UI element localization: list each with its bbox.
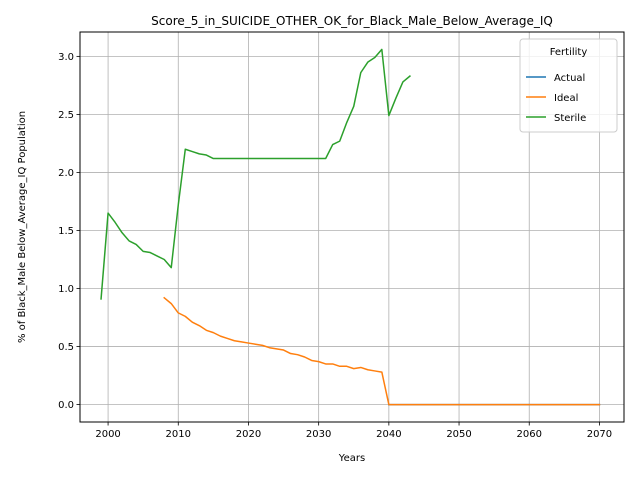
x-axis-label: Years xyxy=(338,453,365,464)
y-tick-label: 1.0 xyxy=(58,284,74,295)
y-tick-label: 1.5 xyxy=(58,226,74,237)
legend-box xyxy=(519,38,618,133)
legend-label-sterile: Sterile xyxy=(554,113,586,124)
y-tick-label: 0.0 xyxy=(58,400,74,411)
legend-items: Actual Ideal Sterile xyxy=(526,73,586,124)
chart-title: Score_5_in_SUICIDE_OTHER_OK_for_Black_Ma… xyxy=(151,14,553,28)
y-tick-label: 3.0 xyxy=(58,52,74,63)
x-tick-label: 2010 xyxy=(166,429,191,440)
y-tick-label: 2.5 xyxy=(58,110,74,121)
series-line-sterile xyxy=(100,48,411,300)
legend-label-actual: Actual xyxy=(554,73,585,84)
series-line-ideal xyxy=(163,296,601,406)
x-tick-label: 2030 xyxy=(306,429,331,440)
x-tick-label: 2070 xyxy=(587,429,612,440)
legend: Fertility Actual Ideal Sterile xyxy=(519,38,618,133)
series-lines xyxy=(100,48,601,406)
x-tick-label: 2060 xyxy=(517,429,542,440)
y-tick-label: 2.0 xyxy=(58,168,74,179)
y-axis-label: % of Black_Male Below_Average_IQ Populat… xyxy=(17,111,28,343)
x-tick-label: 2020 xyxy=(236,429,261,440)
x-tick-label: 2050 xyxy=(446,429,471,440)
plot-frame xyxy=(79,31,625,423)
y-tick-label: 0.5 xyxy=(58,342,74,353)
axis-ticks: 2000 2010 2020 2030 2040 2050 2060 2070 0.0 0.5 1.… xyxy=(58,52,612,440)
legend-title: Fertility xyxy=(550,47,588,58)
legend-label-ideal: Ideal xyxy=(554,93,578,104)
x-tick-label: 2000 xyxy=(95,429,120,440)
x-tick-label: 2040 xyxy=(376,429,401,440)
